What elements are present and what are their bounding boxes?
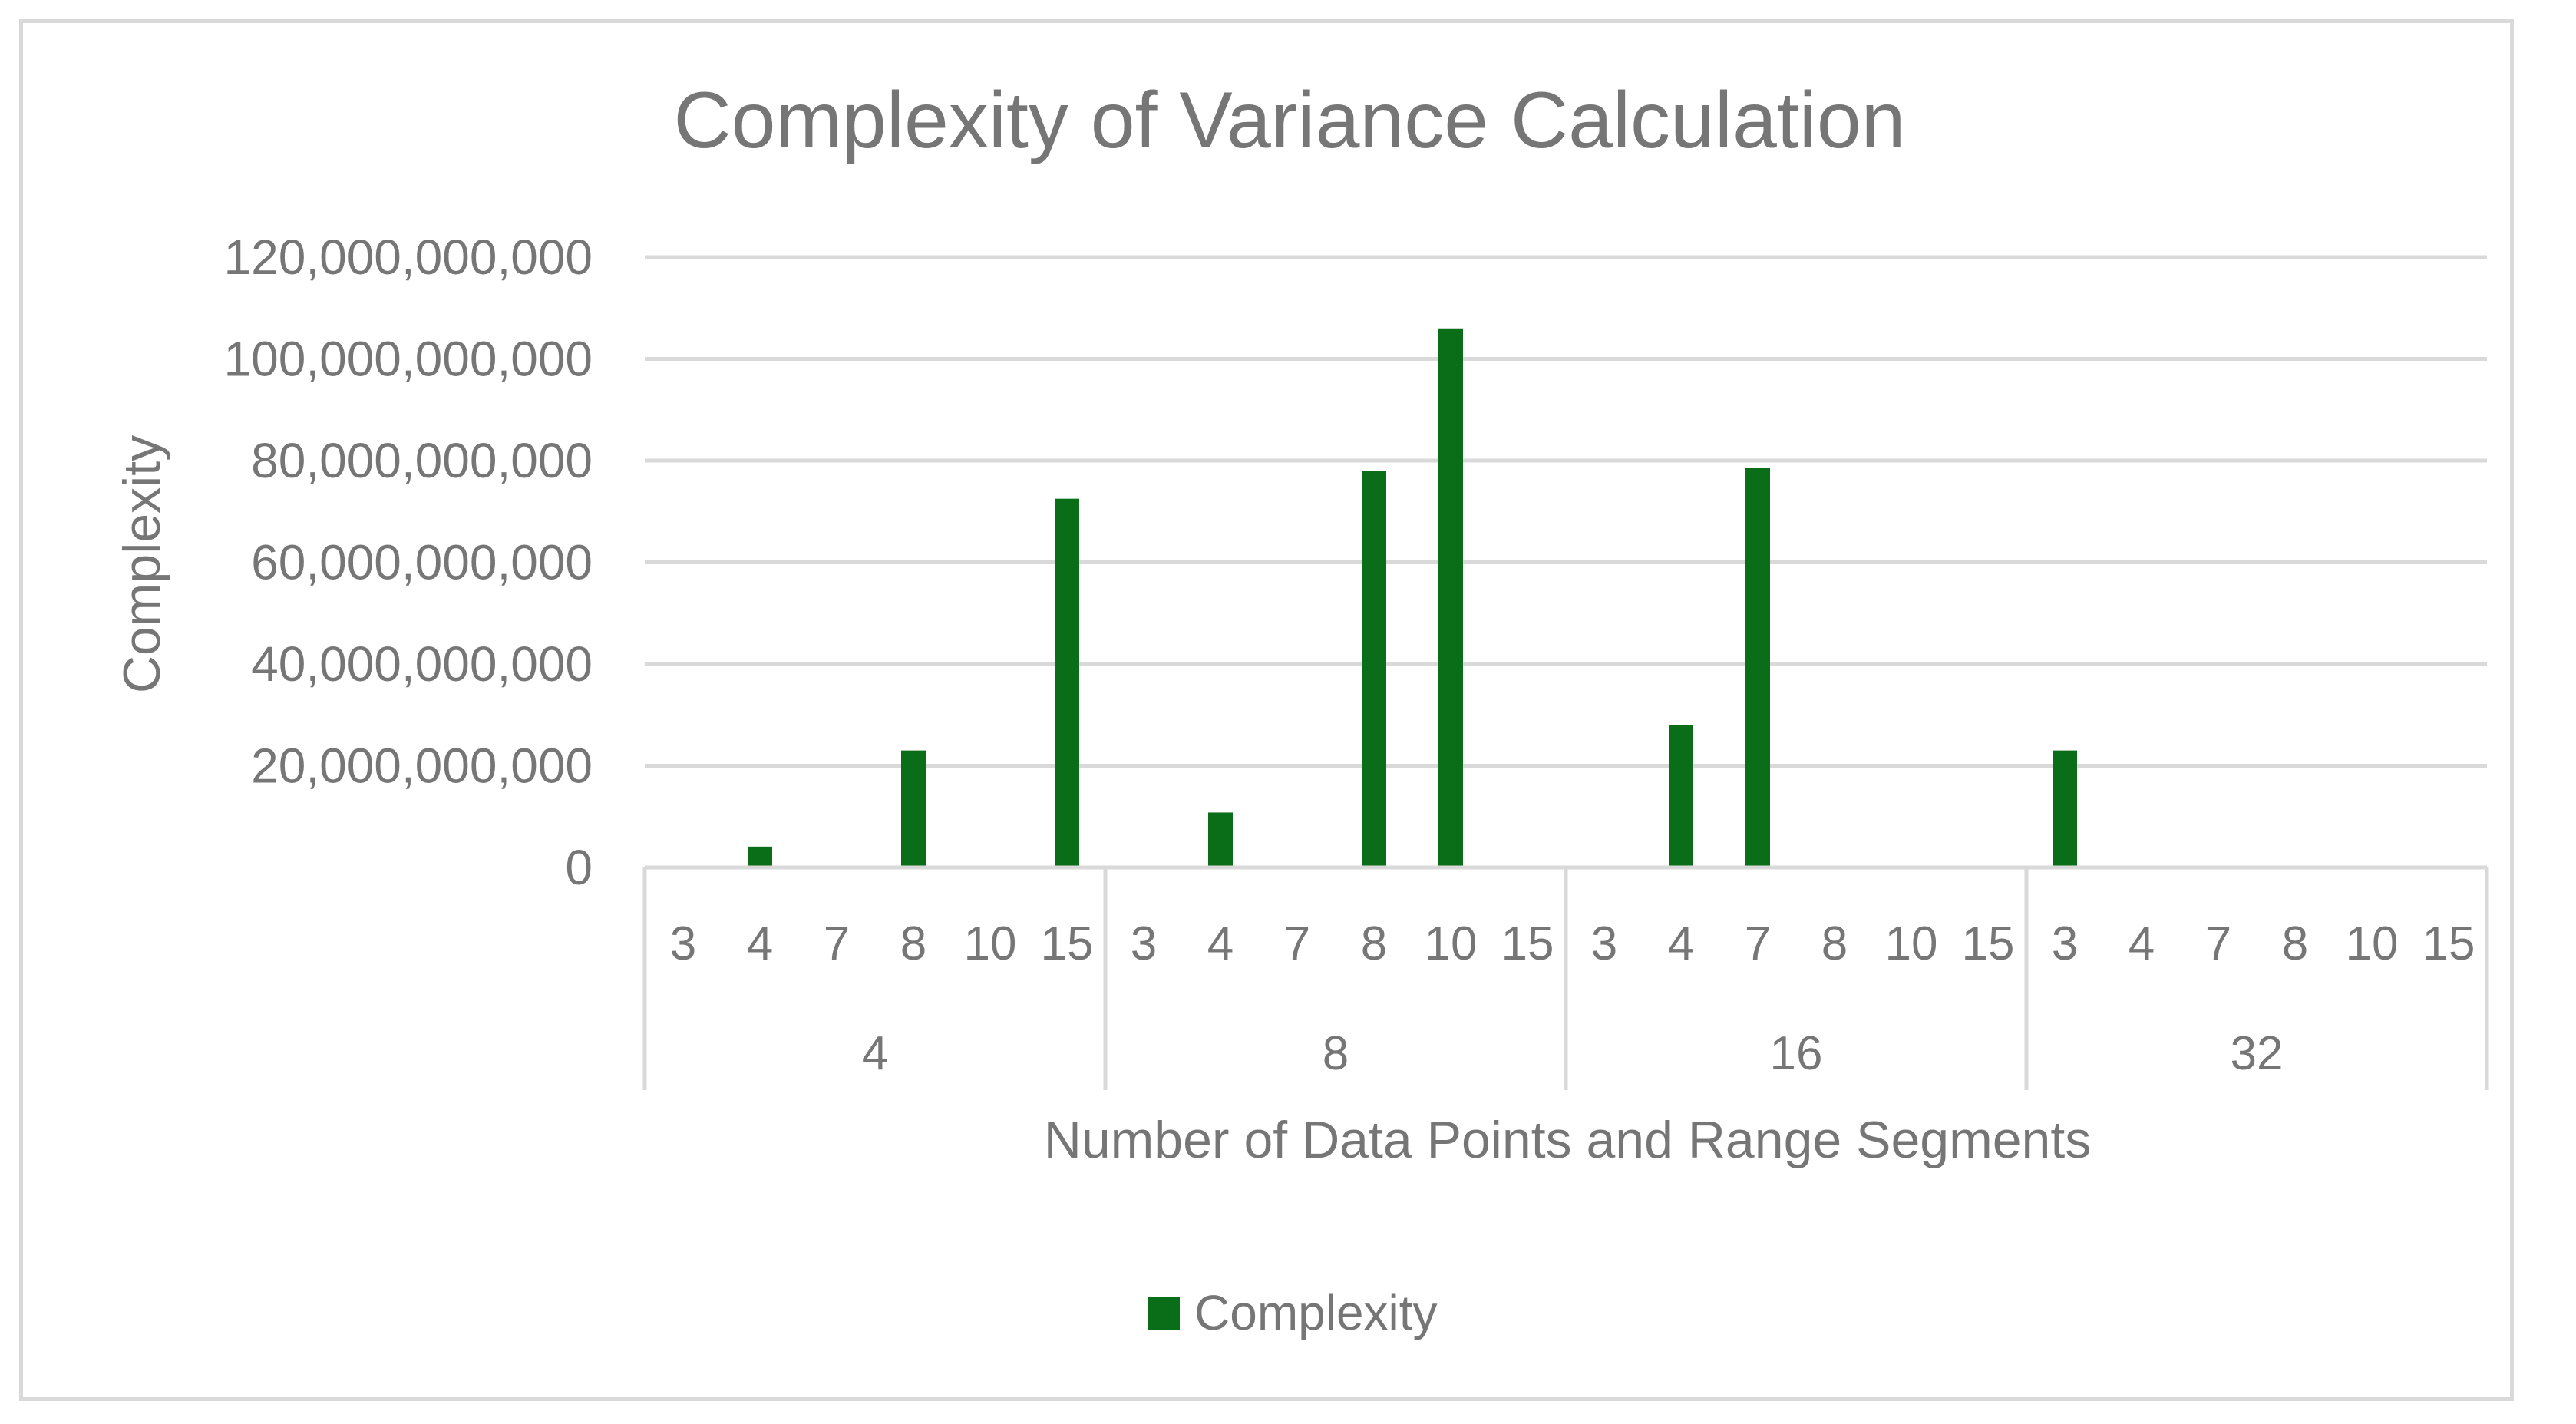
- y-tick-label: 60,000,000,000: [251, 535, 593, 590]
- legend: Complexity: [1148, 1285, 1438, 1340]
- x-tick-label: 15: [1041, 917, 1094, 970]
- chart-title: Complexity of Variance Calculation: [673, 76, 1905, 165]
- bar: [748, 846, 772, 867]
- legend-label-complexity: Complexity: [1194, 1285, 1438, 1340]
- x-tick-label: 8: [900, 917, 926, 970]
- x-tick-label: 3: [2052, 917, 2078, 970]
- y-tick-label: 40,000,000,000: [251, 636, 593, 692]
- bar: [1438, 328, 1463, 867]
- x-tick-label: 4: [1668, 917, 1694, 970]
- y-tick-label: 120,000,000,000: [224, 230, 593, 285]
- x-group-label: 8: [1323, 1027, 1349, 1080]
- bar: [2053, 750, 2077, 867]
- x-tick-label: 15: [1962, 917, 2015, 970]
- bars: [748, 328, 2077, 867]
- x-tick-label: 4: [747, 917, 773, 970]
- x-tick-label: 7: [1284, 917, 1310, 970]
- x-group-label: 16: [1770, 1027, 1823, 1080]
- x-tick-label: 10: [964, 917, 1017, 970]
- x-tick-label: 4: [2129, 917, 2155, 970]
- x-tick-label: 3: [1591, 917, 1617, 970]
- gridlines: [645, 255, 2487, 768]
- x-tick-label: 8: [2282, 917, 2308, 970]
- bar: [1745, 468, 1770, 867]
- bar: [901, 750, 926, 867]
- x-tick-label: 10: [1885, 917, 1938, 970]
- x-group-label: 4: [862, 1027, 888, 1080]
- y-tick-label: 20,000,000,000: [251, 738, 593, 794]
- bar: [1055, 498, 1079, 867]
- x-tick-label: 10: [1425, 917, 1478, 970]
- x-tick-label: 3: [1131, 917, 1157, 970]
- x-tick-label: 7: [824, 917, 850, 970]
- y-tick-label: 80,000,000,000: [251, 433, 593, 488]
- x-tick-label: 15: [2422, 917, 2475, 970]
- x-tick-label: 8: [1821, 917, 1848, 970]
- x-tick-label: 7: [2205, 917, 2231, 970]
- bar: [1362, 471, 1386, 867]
- legend-swatch-complexity: [1148, 1297, 1180, 1330]
- x-tick-label: 15: [1501, 917, 1554, 970]
- bar: [1208, 812, 1233, 867]
- x-tick-label: 8: [1361, 917, 1387, 970]
- x-tick-label: 4: [1207, 917, 1234, 970]
- x-tick-label: 3: [670, 917, 696, 970]
- y-tick-label: 0: [565, 840, 593, 895]
- y-axis-title: Complexity: [113, 435, 171, 693]
- x-tick-label: 10: [2346, 917, 2399, 970]
- chart-frame: [19, 19, 2514, 1401]
- x-axis-title: Number of Data Points and Range Segments: [1044, 1111, 2092, 1169]
- y-axis-tick-labels: 0 20,000,000,000 40,000,000,000 60,000,000,…: [224, 230, 593, 895]
- x-tick-label: 7: [1745, 917, 1771, 970]
- x-group-label: 32: [2231, 1027, 2284, 1080]
- y-tick-label: 100,000,000,000: [224, 332, 593, 387]
- bar: [1669, 725, 1693, 867]
